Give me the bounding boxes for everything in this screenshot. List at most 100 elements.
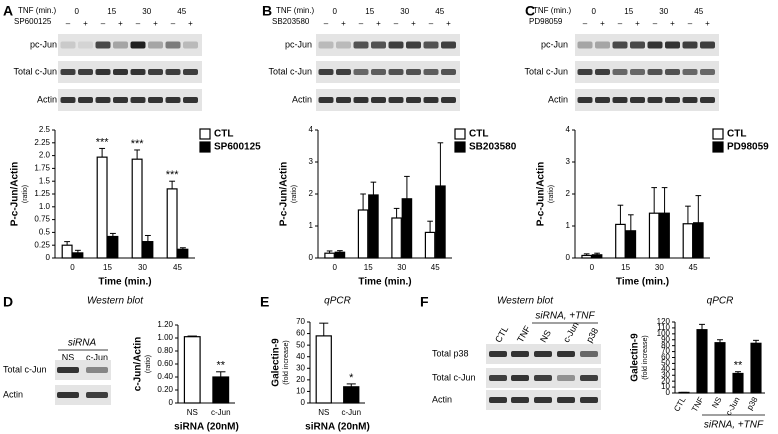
- panel-label: B: [262, 3, 272, 19]
- blot-band: [130, 41, 146, 49]
- blot-row-label: Total c-Jun: [524, 66, 568, 76]
- blot-band: [580, 397, 598, 403]
- treatment-sign: +: [188, 19, 193, 28]
- error-bar: [109, 232, 116, 237]
- blot-band: [183, 69, 198, 75]
- blot-row-label: Actin: [37, 94, 57, 104]
- y-tick-label: 1.00: [157, 333, 173, 342]
- blot-band: [130, 69, 146, 75]
- bar: [96, 156, 108, 259]
- y-tick-label: 1.5: [39, 176, 51, 185]
- treatment-sign: +: [83, 19, 88, 28]
- error-bar: [337, 250, 343, 253]
- blot-band: [86, 392, 108, 398]
- y-tick-label: 30: [296, 363, 305, 372]
- y-axis-unit: (ratio): [22, 185, 29, 203]
- y-tick-label: 1.25: [34, 189, 50, 198]
- y-tick-label: 3: [566, 157, 571, 166]
- bar: [368, 194, 379, 259]
- blot-band: [595, 41, 610, 49]
- x-axis-label: siRNA (20nM): [174, 422, 239, 433]
- blot-strip: [575, 34, 719, 56]
- bar: [131, 158, 143, 259]
- x-tick-label: c-Jun: [724, 396, 742, 417]
- time-label: 0: [333, 7, 338, 16]
- blot-band: [489, 397, 507, 403]
- blot-row-label: Total p38: [432, 348, 469, 358]
- y-axis-label: P-c-Jun/Actin: [10, 162, 21, 226]
- error-bar: [216, 371, 226, 377]
- blot-row-label: Total c-Jun: [13, 66, 57, 76]
- time-label: 15: [107, 7, 116, 16]
- x-tick-label: 15: [364, 263, 373, 272]
- error-bar: [594, 252, 600, 255]
- significance-label: *: [349, 372, 354, 384]
- error-bar: [699, 323, 705, 330]
- blot-row-label: Actin: [548, 94, 568, 104]
- legend-swatch: [712, 141, 724, 153]
- y-tick-label: 1.75: [34, 164, 50, 173]
- blot-band: [318, 69, 334, 75]
- y-tick-label: 80: [661, 341, 670, 350]
- blot-strip: [316, 34, 460, 56]
- blot-group: siRNA: [68, 338, 97, 349]
- blot-band: [511, 375, 529, 381]
- y-tick-label: 0.75: [34, 215, 50, 224]
- blot-strip: [575, 89, 719, 111]
- error-bar: [404, 175, 410, 199]
- legend-swatch: [199, 141, 211, 153]
- blot-band: [60, 41, 76, 49]
- blot-band: [388, 97, 404, 103]
- blot-band: [700, 41, 715, 49]
- blot-band: [580, 375, 598, 381]
- error-bar: [99, 147, 106, 158]
- blot-band: [577, 69, 593, 75]
- y-tick-label: 70: [661, 347, 670, 356]
- y-tick-label: 40: [296, 352, 305, 361]
- x-tick-label: 15: [621, 263, 630, 272]
- blot-band: [665, 97, 680, 103]
- treatment-sign: +: [411, 19, 416, 28]
- bar: [659, 212, 670, 259]
- bar: [61, 244, 73, 259]
- significance-label: **: [216, 360, 225, 372]
- treatment-sign: +: [341, 19, 346, 28]
- blot-band: [353, 41, 369, 49]
- x-axis-label: Time (min.): [98, 277, 151, 288]
- blot-header: SB203580: [272, 17, 310, 26]
- time-label: 15: [624, 7, 633, 16]
- y-tick-label: 70: [296, 317, 305, 326]
- y-axis-label: Galectin-9: [271, 338, 282, 387]
- y-axis-label: P-c-Jun/Actin: [279, 162, 290, 226]
- error-bar: [144, 234, 151, 242]
- bar: [166, 188, 178, 259]
- blot-band: [557, 397, 575, 403]
- y-tick-label: 60: [661, 353, 670, 362]
- blot-band: [511, 351, 529, 357]
- blot-band: [557, 351, 575, 357]
- legend-label: CTL: [727, 129, 746, 140]
- x-tick-label: 45: [431, 263, 440, 272]
- y-tick-label: 0: [169, 398, 174, 407]
- blot-band: [318, 97, 334, 103]
- error-bar: [169, 180, 176, 189]
- bar: [648, 212, 660, 259]
- y-tick-label: 2.5: [39, 125, 51, 134]
- bar: [391, 217, 402, 259]
- blot-band: [130, 97, 146, 103]
- y-tick-label: 2.25: [34, 138, 50, 147]
- legend-swatch: [454, 141, 466, 153]
- chart-subtitle: qPCR: [707, 296, 734, 307]
- blot-strip: [575, 61, 719, 83]
- significance-label: ***: [96, 136, 110, 148]
- error-bar: [617, 204, 624, 225]
- y-tick-label: 110: [657, 323, 670, 332]
- y-tick-label: 50: [661, 359, 670, 368]
- x-tick-label: 0: [590, 263, 595, 272]
- treatment-sign: +: [635, 19, 640, 28]
- treatment-sign: +: [670, 19, 675, 28]
- panel-label: F: [420, 294, 429, 310]
- blot-band: [441, 69, 456, 75]
- blot-band: [577, 41, 593, 49]
- y-tick-label: 1: [566, 221, 571, 230]
